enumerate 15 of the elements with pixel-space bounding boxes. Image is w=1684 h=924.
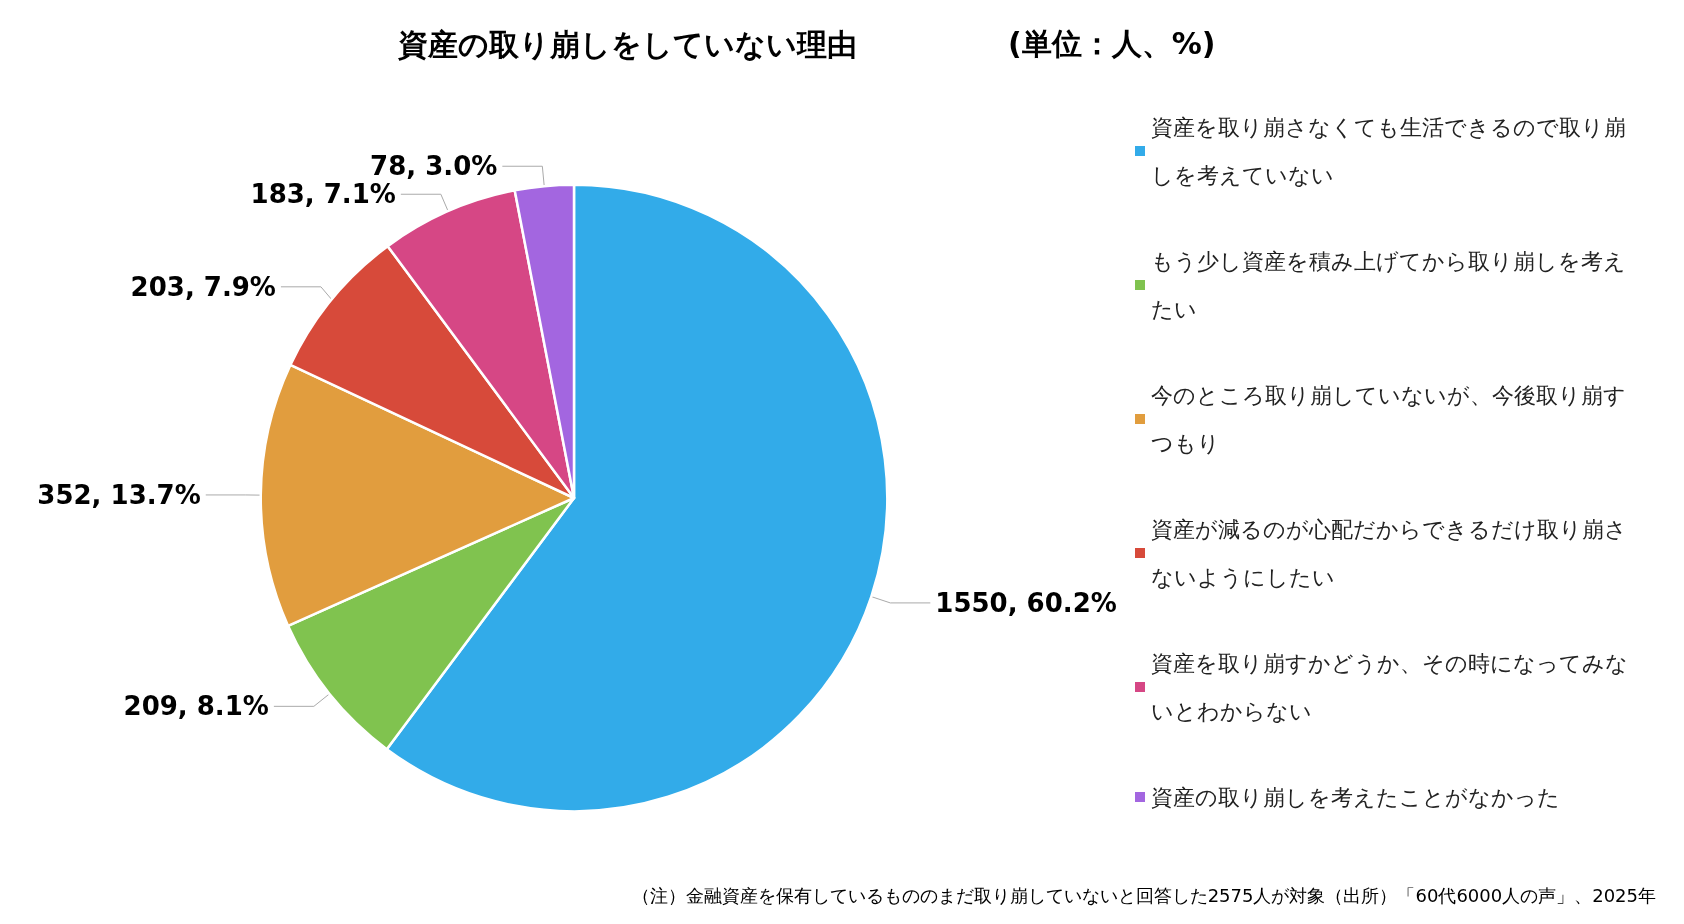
legend-label: 資産の取り崩しを考えたことがなかった [1151,784,1560,810]
legend-label: 今のところ取り崩していないが、今後取り崩すつもり [1151,382,1626,456]
data-label: 78, 3.0% [370,151,498,182]
legend-label: 資産が減るのが心配だからできるだけ取り崩さないようにしたい [1151,516,1627,590]
data-label: 209, 8.1% [123,691,269,722]
data-label: 203, 7.9% [130,271,276,302]
chart-subtitle: (単位：人、%) [1008,25,1216,61]
data-label: 183, 7.1% [250,179,396,210]
chart-title: 資産の取り崩しをしていない理由 [397,26,857,62]
legend-label: 資産を取り崩さなくても生活できるので取り崩しを考えていない [1151,114,1626,188]
legend-label: 資産を取り崩すかどうか、その時になってみないとわからない [1151,650,1628,724]
data-label: 1550, 60.2% [935,587,1117,618]
data-label: 352, 13.7% [37,479,201,510]
text: （注）金融資産を保有しているもののまだ取り崩していないと回答した2575人が対象（出所）「60代6000人の声」、2025年 [631,884,1657,906]
legend-label: もう少し資産を積み上げてから取り崩しを考えたい [1151,248,1626,322]
